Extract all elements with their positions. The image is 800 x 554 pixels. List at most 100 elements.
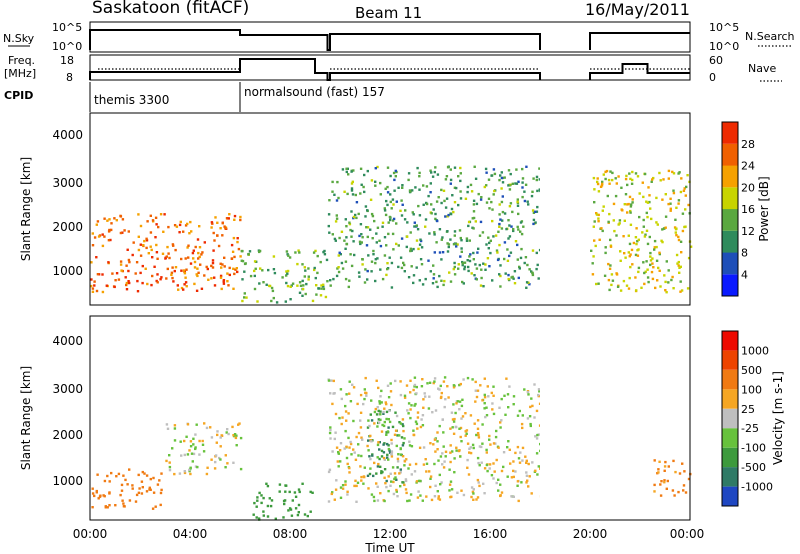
- velocity-cell: [460, 440, 463, 443]
- velocity-cell: [377, 418, 380, 421]
- power-cell: [440, 188, 443, 192]
- velocity-cell: [439, 483, 442, 486]
- velocity-cell: [480, 461, 483, 464]
- velocity-cell: [262, 510, 265, 513]
- power-cell: [671, 170, 674, 174]
- power-cell: [335, 217, 339, 220]
- power-cell: [499, 274, 502, 278]
- power-cell: [343, 190, 346, 193]
- power-cell: [607, 262, 610, 266]
- velocity-cell: [469, 451, 473, 455]
- velocity-cell: [390, 442, 393, 445]
- power-cell: [185, 268, 188, 271]
- power-cell: [664, 215, 668, 218]
- velocity-cell: [346, 462, 349, 466]
- velocity-cell: [373, 410, 377, 414]
- velocity-cell: [390, 403, 393, 407]
- power-cell: [389, 218, 392, 222]
- power-cell: [501, 195, 504, 198]
- velocity-cell: [433, 462, 436, 466]
- velocity-cell: [673, 494, 676, 497]
- power-cell: [417, 204, 420, 208]
- power-cell: [457, 203, 460, 207]
- power-cell: [374, 180, 377, 183]
- power-cell: [475, 278, 478, 281]
- power-cell: [365, 244, 369, 247]
- velocity-cell: [672, 459, 675, 463]
- velocity-cell: [484, 415, 487, 419]
- velocity-cell: [344, 410, 348, 413]
- power-cell: [391, 198, 395, 201]
- power-cell: [680, 289, 684, 292]
- power-cell: [415, 239, 419, 242]
- velocity-cell: [179, 440, 182, 443]
- velocity-cell: [253, 501, 256, 505]
- velocity-cell: [339, 442, 343, 445]
- power-cell: [139, 224, 143, 228]
- velocity-cell: [348, 380, 351, 383]
- power-cell: [91, 290, 95, 293]
- power-cell: [286, 284, 290, 288]
- power-cell: [107, 239, 111, 242]
- velocity-cell: [226, 428, 229, 431]
- power-cell: [111, 272, 114, 275]
- velocity-cell: [471, 443, 475, 447]
- power-cell: [207, 278, 210, 281]
- power-cell: [500, 200, 504, 204]
- velocity-cell: [188, 468, 191, 472]
- power-cell: [344, 218, 347, 221]
- velocity-cell: [425, 462, 429, 465]
- power-cell: [607, 220, 610, 224]
- power-cell: [367, 254, 370, 257]
- power-cell: [388, 215, 392, 219]
- velocity-cell: [265, 482, 268, 485]
- cpid-mode-themis: themis 3300: [94, 93, 169, 107]
- power-cell: [637, 238, 640, 241]
- power-cell: [220, 266, 223, 269]
- power-cell: [687, 256, 691, 260]
- velocity-cell: [357, 443, 360, 446]
- velocity-cell: [387, 447, 391, 451]
- velocity-cell: [347, 436, 350, 440]
- power-ytick-1000: 1000: [52, 264, 83, 278]
- power-cell: [461, 260, 464, 264]
- power-cell: [659, 285, 662, 288]
- velocity-cell: [352, 386, 356, 389]
- velocity-cell: [219, 445, 222, 448]
- power-cell: [520, 232, 524, 236]
- velocity-cell: [529, 422, 532, 426]
- power-cell: [348, 221, 351, 224]
- power-cell: [164, 257, 167, 260]
- power-cell: [482, 285, 485, 288]
- power-cell: [655, 259, 659, 262]
- power-cell: [508, 235, 512, 238]
- velocity-cell: [665, 487, 668, 490]
- power-cell: [445, 197, 449, 200]
- nave-tick-top: 60: [709, 54, 723, 67]
- power-cell: [93, 284, 96, 287]
- power-cell: [97, 235, 101, 238]
- power-cell: [328, 231, 331, 234]
- power-cell: [155, 243, 158, 247]
- power-cell: [162, 230, 165, 233]
- velocity-cell: [183, 453, 186, 457]
- velocity-cell: [255, 505, 258, 508]
- power-cell: [631, 201, 634, 204]
- power-cell: [667, 202, 670, 206]
- power-cell: [91, 232, 94, 235]
- velocity-cell: [357, 454, 360, 457]
- velocity-cell: [108, 491, 111, 494]
- power-cell: [511, 275, 514, 279]
- power-cell: [268, 284, 271, 288]
- velocity-cell: [104, 506, 107, 509]
- velocity-colorbar-swatch: [722, 350, 738, 370]
- power-cell: [618, 219, 622, 222]
- power-cell: [413, 225, 416, 228]
- nsearch-tick-bottom: 10^0: [709, 40, 739, 53]
- velocity-cell: [198, 453, 201, 456]
- velocity-cell: [535, 437, 539, 440]
- power-cell: [669, 209, 672, 212]
- power-cell: [469, 253, 472, 256]
